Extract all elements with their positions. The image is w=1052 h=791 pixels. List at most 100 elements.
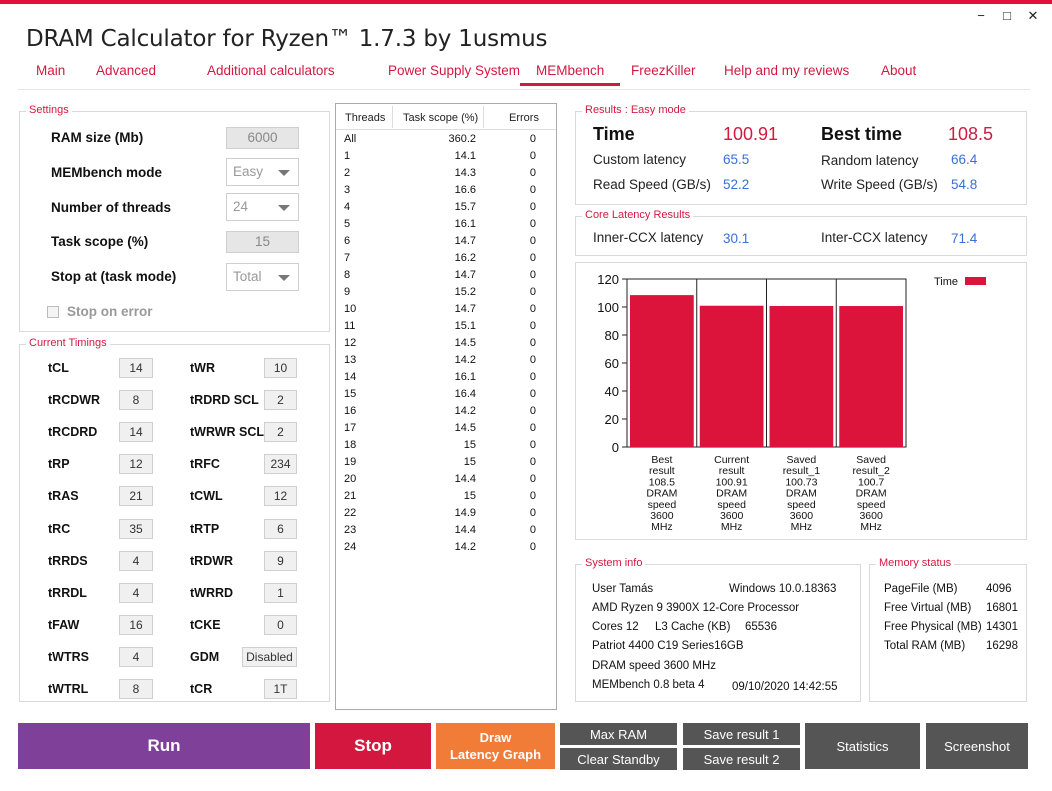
thread-errors: 0 — [529, 490, 536, 502]
thread-errors: 0 — [529, 303, 536, 315]
minimize-icon[interactable]: − — [977, 8, 985, 23]
ram-size-input[interactable]: 6000 — [226, 127, 299, 149]
thread-task-scope: 14.7 — [454, 235, 476, 247]
membench-mode-label: MEMbench mode — [51, 165, 163, 180]
thread-errors: 0 — [529, 320, 536, 332]
draw-latency-graph-button[interactable]: Draw Latency Graph — [436, 723, 555, 769]
chart-x-category-label: speed — [717, 499, 746, 511]
header-separator — [392, 106, 393, 128]
chart-x-category-label: result — [649, 465, 675, 477]
draw-button-line2: Latency Graph — [449, 747, 542, 762]
thread-task-scope: 15.2 — [454, 286, 476, 298]
tab-main[interactable]: Main — [36, 63, 66, 78]
stop-at-select[interactable]: Total — [226, 263, 299, 291]
random-latency-value: 66.4 — [951, 152, 978, 167]
stop-button[interactable]: Stop — [315, 723, 431, 769]
chart-x-category-label: DRAM — [856, 488, 887, 500]
thread-id: 7 — [344, 252, 351, 264]
thread-id: 1 — [344, 150, 351, 162]
tab-help-and-reviews[interactable]: Help and my reviews — [724, 63, 850, 78]
tab-freezkiller[interactable]: FreezKiller — [631, 63, 696, 78]
timing-value-trfc: 234 — [264, 454, 297, 475]
timings-group: Current Timings tCL 14 tRCDWR 8 tRCDRD 14 tRP 1… — [19, 337, 330, 702]
tab-membench[interactable]: MEMbench — [520, 63, 621, 86]
threads-select[interactable]: 24 — [226, 193, 299, 221]
timing-value-tfaw: 16 — [119, 614, 153, 635]
memory-label: Free Physical (MB) — [884, 621, 982, 633]
memory-label: Total RAM (MB) — [884, 640, 966, 652]
chevron-down-icon — [278, 205, 290, 211]
tab-power-supply-system[interactable]: Power Supply System — [388, 63, 521, 78]
table-row: 17 14.5 0 — [336, 420, 556, 437]
table-row: 16 14.2 0 — [336, 403, 556, 420]
thread-task-scope: 14.4 — [454, 524, 476, 536]
read-speed-label: Read Speed (GB/s) — [593, 177, 711, 192]
tab-bar: Main Advanced Additional calculators Pow… — [0, 60, 1052, 90]
thread-id: 10 — [344, 303, 357, 315]
chart-y-tick-label: 40 — [605, 384, 619, 399]
thread-errors: 0 — [529, 524, 536, 536]
inner-ccx-label: Inner-CCX latency — [593, 230, 704, 245]
clear-standby-button[interactable]: Clear Standby — [560, 748, 677, 770]
timing-value-twtrl: 8 — [119, 679, 153, 699]
chart-x-category-label: result_1 — [783, 465, 821, 477]
system-info-group: System info User Tamás Windows 10.0.1836… — [575, 557, 861, 702]
timing-label-trp: tRP — [48, 457, 70, 472]
run-button[interactable]: Run — [18, 723, 310, 769]
memory-label: Free Virtual (MB) — [884, 602, 972, 614]
table-row: 8 14.7 0 — [336, 267, 556, 284]
chart-x-category-label: MHz — [860, 521, 882, 533]
timing-label-tcr: tCR — [190, 682, 213, 696]
chart-x-category-label: 100.73 — [785, 476, 817, 488]
table-row: 14 16.1 0 — [336, 369, 556, 386]
thread-id: 18 — [344, 439, 357, 451]
timing-value-twtrs: 4 — [119, 646, 153, 667]
system-info-title: System info — [582, 557, 646, 569]
chart-bar — [630, 295, 694, 447]
threads-table: Threads Task scope (%) Errors All 360.2 0 1… — [335, 103, 557, 710]
thread-task-scope: 14.2 — [454, 541, 476, 553]
table-row: 5 16.1 0 — [336, 216, 556, 233]
timing-value-trcdrd: 14 — [119, 422, 153, 443]
timing-value-trp: 12 — [119, 454, 153, 475]
max-ram-button[interactable]: Max RAM — [560, 723, 677, 745]
timing-value-trrdl: 4 — [119, 582, 153, 603]
chevron-down-icon — [278, 170, 290, 176]
threads-label: Number of threads — [51, 200, 172, 215]
thread-id: 9 — [344, 286, 351, 298]
col-threads-header: Threads — [345, 112, 386, 124]
thread-task-scope: 14.5 — [454, 337, 476, 349]
save-result-1-button[interactable]: Save result 1 — [683, 723, 800, 745]
system-cores: Cores 12 — [592, 621, 639, 633]
statistics-button[interactable]: Statistics — [805, 723, 920, 769]
tab-advanced[interactable]: Advanced — [96, 63, 157, 78]
thread-id: 14 — [344, 371, 357, 383]
thread-errors: 0 — [529, 405, 536, 417]
stop-on-error-checkbox[interactable] — [47, 306, 59, 318]
table-row: 1 14.1 0 — [336, 148, 556, 165]
task-scope-input[interactable]: 15 — [226, 231, 299, 253]
thread-id: 21 — [344, 490, 357, 502]
system-dram-speed: DRAM speed 3600 MHz — [592, 660, 716, 672]
maximize-icon[interactable]: □ — [1003, 8, 1011, 23]
table-row: 15 16.4 0 — [336, 386, 556, 403]
timing-value-trtp: 6 — [264, 518, 297, 539]
timing-label-twtrl: tWTRL — [48, 682, 89, 696]
chart-x-category-label: Current — [714, 454, 749, 466]
chart-x-category-label: speed — [857, 499, 886, 511]
timing-label-trc: tRC — [48, 521, 71, 536]
thread-id: 13 — [344, 354, 357, 366]
timing-label-trfc: tRFC — [190, 457, 220, 472]
thread-errors: 0 — [529, 150, 536, 162]
table-row: All 360.2 0 — [336, 131, 556, 148]
tab-about[interactable]: About — [881, 63, 917, 78]
thread-errors: 0 — [529, 371, 536, 383]
tab-additional-calculators[interactable]: Additional calculators — [207, 63, 335, 78]
system-memory-kit: Patriot 4400 C19 Series16GB — [592, 640, 744, 652]
table-row: 11 15.1 0 — [336, 318, 556, 335]
membench-mode-select[interactable]: Easy — [226, 158, 299, 186]
close-icon[interactable]: ✕ — [1027, 8, 1039, 23]
save-result-2-button[interactable]: Save result 2 — [683, 748, 800, 770]
screenshot-button[interactable]: Screenshot — [926, 723, 1028, 769]
table-row: 4 15.7 0 — [336, 199, 556, 216]
